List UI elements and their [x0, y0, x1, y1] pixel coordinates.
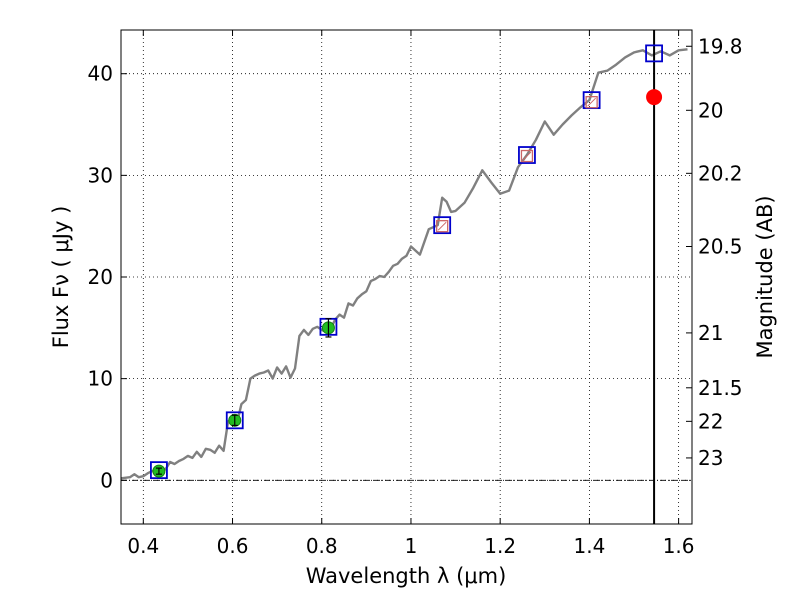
model-photometry-square: [225, 411, 244, 430]
y2-axis-ticks: 19.8 20 20.2 20.5 21 21.5 22 23: [686, 34, 743, 470]
upper-limit-marker: [436, 220, 449, 233]
y-axis-ticks: 0 10 20 30 40: [88, 62, 127, 492]
upper-limit-marker: [585, 96, 598, 109]
y-tick-label: 40: [88, 62, 113, 86]
x-tick-label: 0.8: [306, 534, 338, 558]
y2-tick-label: 22: [698, 409, 723, 433]
y2-axis-label: Magnitude (AB): [753, 195, 777, 358]
model-photometry-square: [645, 44, 663, 63]
model-photometry-square: [518, 146, 536, 164]
upper-limit-slash: [522, 151, 532, 161]
x-tick-label: 1.4: [573, 534, 605, 558]
y2-tick-label: 20.5: [698, 235, 743, 259]
y-tick-label: 0: [100, 468, 113, 492]
upper-limit-marker: [520, 149, 534, 163]
model-spectrum: [120, 48, 688, 480]
y2-tick-label: 21.5: [698, 376, 743, 400]
y2-tick-label: 20: [698, 98, 723, 122]
x-tick-label: 1: [405, 534, 418, 558]
y-tick-label: 10: [88, 367, 113, 391]
model-photometry-square: [433, 216, 452, 235]
y2-tick-label: 21: [698, 321, 723, 345]
upper-limit-slash: [587, 97, 596, 107]
y-axis-label: Flux Fν ( μJy ): [49, 206, 73, 349]
x-axis-ticks: 0.4 0.6 0.8 1 1.2 1.4 1.6: [127, 30, 695, 558]
data-markers: [150, 44, 663, 480]
y2-tick-label: 19.8: [698, 34, 743, 58]
model-photometry-square: [150, 461, 168, 480]
y-tick-label: 20: [88, 265, 113, 289]
x-tick-label: 0.4: [127, 534, 159, 558]
y2-tick-label: 20.2: [698, 161, 743, 185]
x-tick-label: 1.2: [484, 534, 516, 558]
selected-band-point: [646, 89, 663, 106]
upper-limit-slash: [437, 221, 447, 231]
y2-tick-label: 23: [698, 446, 723, 470]
x-tick-label: 1.6: [663, 534, 695, 558]
y-tick-label: 30: [88, 163, 113, 187]
x-tick-label: 0.6: [217, 534, 249, 558]
model-spectrum-line: [120, 48, 688, 480]
x-axis-label: Wavelength λ (μm): [306, 564, 507, 588]
